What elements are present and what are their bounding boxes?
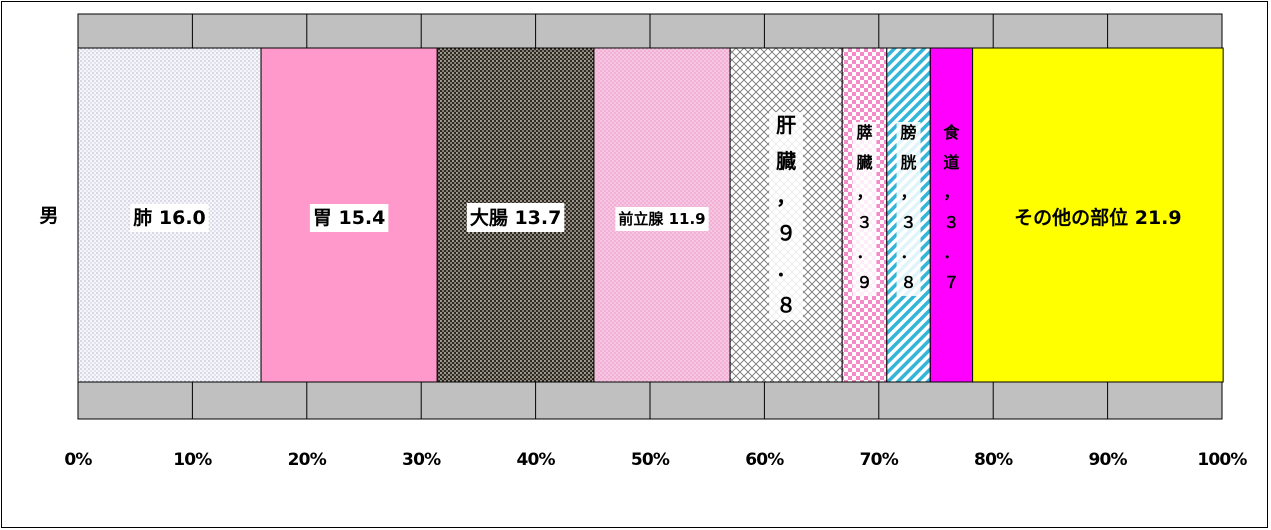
x-tick-label: 100% bbox=[1197, 450, 1247, 470]
x-tick-label: 10% bbox=[173, 450, 212, 470]
segment-label: 前立腺 11.9 bbox=[618, 210, 705, 228]
segment-labels: 肺 16.0 胃 15.4 大腸 13.7 前立腺 11.9肝臓，９．８膵臓，３．９膀… bbox=[130, 112, 1182, 320]
x-tick-label: 50% bbox=[631, 450, 670, 470]
segment-label-char: ． bbox=[943, 243, 959, 262]
segment-label-char: ， bbox=[776, 185, 796, 209]
segment-label-char: ８ bbox=[776, 293, 796, 317]
segment-label-bg bbox=[769, 112, 804, 320]
x-tick-label: 90% bbox=[1088, 450, 1127, 470]
segment-label-char: 胱 bbox=[901, 153, 917, 172]
segment-label-bg bbox=[852, 122, 877, 296]
x-tick-label: 20% bbox=[288, 450, 327, 470]
segment-label-char: 膵 bbox=[856, 123, 872, 142]
bar-segment bbox=[972, 47, 1224, 383]
segment-label-char: ． bbox=[901, 243, 917, 262]
segment-label-bg bbox=[466, 203, 565, 232]
gridlines bbox=[191, 14, 1109, 419]
segment-label: 大腸 13.7 bbox=[470, 206, 562, 229]
x-axis-ticks: 0% 10% 20% 30% 40% 50% 60% 70% 80% 90% 100% bbox=[64, 450, 1248, 470]
segment-label-char: 肝 bbox=[776, 113, 796, 137]
x-tick-label: 40% bbox=[516, 450, 555, 470]
segment-label-char: 臓 bbox=[856, 153, 872, 172]
x-tick-label: 30% bbox=[402, 450, 441, 470]
segment-label-char: ３ bbox=[901, 213, 917, 232]
segment-label-char: ９ bbox=[856, 273, 872, 292]
segment-label-char: ７ bbox=[943, 273, 959, 292]
segment-label-char: ， bbox=[856, 183, 872, 202]
segment-label-char: 食 bbox=[942, 123, 960, 142]
category-label: 男 bbox=[39, 205, 58, 227]
segment-label-char: ３ bbox=[856, 213, 872, 232]
segment-label-bg bbox=[309, 204, 389, 232]
x-tick-label: 80% bbox=[974, 450, 1013, 470]
segment-label-char: ． bbox=[776, 257, 796, 281]
segment-label-char: 道 bbox=[943, 153, 959, 172]
segment-label-char: ． bbox=[856, 243, 872, 262]
x-tick-label: 0% bbox=[64, 450, 92, 470]
segment-label-char: ３ bbox=[943, 213, 959, 232]
segment-label-char: ， bbox=[901, 183, 917, 202]
segment-label-bg bbox=[130, 204, 209, 232]
segment-label: その他の部位 21.9 bbox=[1014, 206, 1182, 229]
segment-label-char: ９ bbox=[776, 221, 796, 245]
segment-label-char: 膀 bbox=[901, 123, 917, 142]
segment-label: 肺 16.0 bbox=[133, 207, 206, 229]
segment-label: 胃 15.4 bbox=[313, 207, 386, 229]
segment-label-char: ８ bbox=[901, 273, 917, 292]
segment-label-char: ， bbox=[943, 183, 959, 202]
x-tick-label: 70% bbox=[860, 450, 899, 470]
segment-label-bg bbox=[896, 122, 921, 296]
segment-label-bg bbox=[615, 207, 709, 231]
x-tick-label: 60% bbox=[745, 450, 784, 470]
segment-label-char: 臓 bbox=[775, 149, 796, 173]
